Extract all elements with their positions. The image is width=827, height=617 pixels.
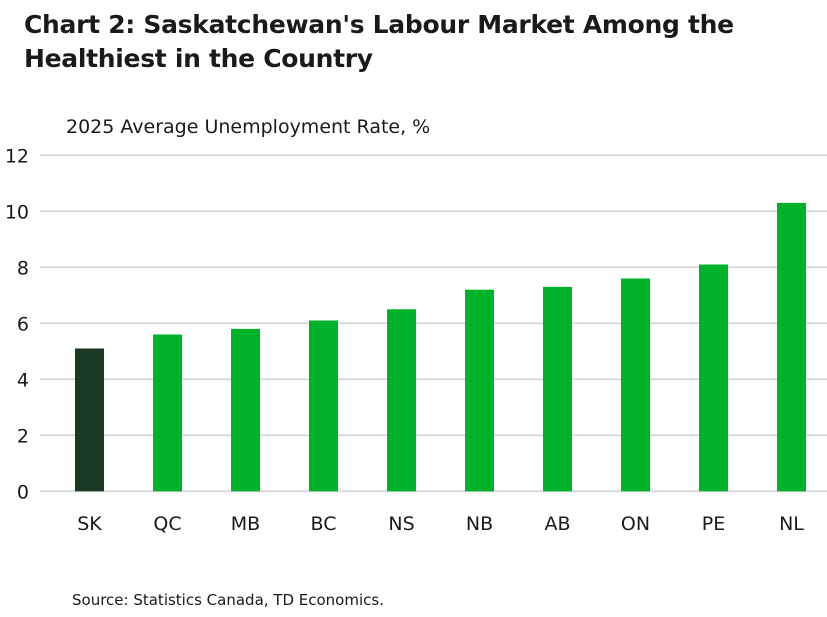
- bar-pe: [699, 264, 728, 492]
- bar-mb: [231, 328, 260, 492]
- x-tick-label: ON: [621, 513, 650, 535]
- x-tick-label: BC: [311, 513, 337, 535]
- bar-bc: [309, 320, 338, 492]
- bar-qc: [153, 334, 182, 492]
- bar-nb: [465, 289, 494, 492]
- x-tick-label: SK: [77, 513, 102, 535]
- y-tick-label: 6: [17, 313, 29, 335]
- y-tick-label: 8: [17, 257, 29, 279]
- chart-subtitle: 2025 Average Unemployment Rate, %: [66, 116, 431, 138]
- bar-sk: [75, 348, 104, 492]
- source-note: Source: Statistics Canada, TD Economics.: [72, 591, 384, 609]
- bar-ab: [543, 286, 572, 492]
- bar-ns: [387, 309, 416, 492]
- x-tick-label: NL: [779, 513, 804, 535]
- y-tick-label: 12: [5, 145, 29, 167]
- y-tick-label: 0: [17, 481, 29, 503]
- x-tick-label: AB: [544, 513, 570, 535]
- chart-title: Chart 2: Saskatchewan's Labour Market Am…: [24, 10, 734, 73]
- y-tick-label: 10: [5, 201, 29, 223]
- x-tick-label: QC: [153, 513, 181, 535]
- x-tick-label: NB: [466, 513, 493, 535]
- x-tick-label: MB: [231, 513, 260, 535]
- bar-on: [621, 278, 650, 492]
- y-tick-label: 2: [17, 425, 29, 447]
- bar-nl: [777, 202, 806, 492]
- x-tick-label: PE: [702, 513, 725, 535]
- y-tick-label: 4: [17, 369, 29, 391]
- x-tick-label: NS: [388, 513, 414, 535]
